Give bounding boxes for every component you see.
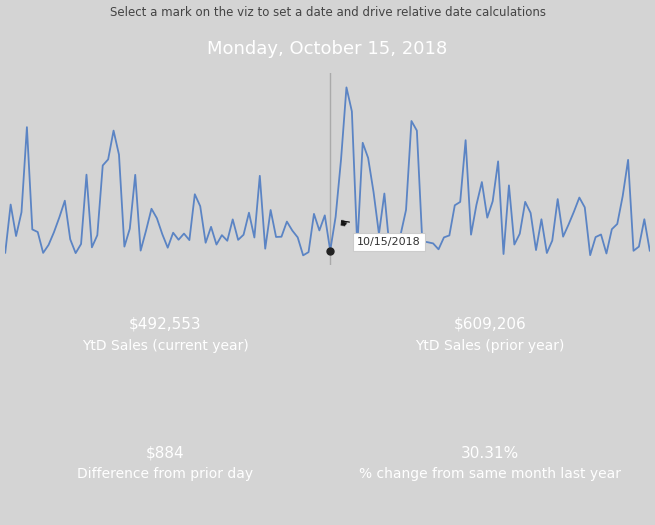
Text: $884: $884 — [146, 446, 184, 461]
Text: ☛: ☛ — [339, 216, 352, 231]
Text: YtD Sales (prior year): YtD Sales (prior year) — [415, 339, 565, 353]
Text: $609,206: $609,206 — [453, 317, 527, 331]
Text: % change from same month last year: % change from same month last year — [359, 467, 621, 481]
Text: YtD Sales (current year): YtD Sales (current year) — [82, 339, 248, 353]
Text: Monday, October 15, 2018: Monday, October 15, 2018 — [208, 40, 447, 58]
Text: 30.31%: 30.31% — [461, 446, 519, 461]
Text: 10/15/2018: 10/15/2018 — [357, 237, 421, 247]
Text: Difference from prior day: Difference from prior day — [77, 467, 253, 481]
Text: Select a mark on the viz to set a date and drive relative date calculations: Select a mark on the viz to set a date a… — [109, 6, 546, 19]
Text: $492,553: $492,553 — [129, 317, 201, 331]
